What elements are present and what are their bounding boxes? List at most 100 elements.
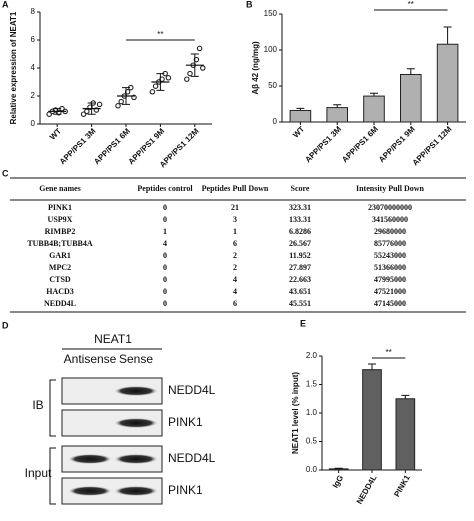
blot-frame [61,409,163,437]
band-label: PINK1 [168,483,203,497]
table-cell: 85776000 [374,239,406,248]
x-tick-label: IgG [331,474,345,490]
band-label: PINK1 [168,415,203,429]
table-cell: 2 [233,251,237,260]
y-tick-label: 4 [31,63,36,72]
panel-label: D [2,320,9,330]
error-bar [156,73,165,91]
table-cell: 6 [233,239,237,248]
table-cell: 4 [233,275,237,284]
table-cell: 55243000 [374,251,406,260]
bar [326,107,349,123]
group-label: IB [32,398,43,412]
bar [395,398,416,471]
table-cell: GAR1 [49,251,71,260]
error-bar [53,108,62,115]
error-bar [334,467,343,469]
y-tick-label: 6 [31,35,36,44]
table-cell: RIMBP2 [45,227,76,236]
group-bracket [49,379,56,437]
table-cell: 0 [163,299,167,308]
table-cell: 45.551 [289,299,311,308]
table-cell: 6.8286 [289,227,311,236]
y-tick-label: 150 [264,9,278,18]
table-cell: PINK1 [48,203,72,212]
error-bar [406,68,415,75]
significance-label: ** [386,348,392,357]
bar [436,43,459,123]
table-cell: 6 [233,299,237,308]
table-cell: 4 [233,287,237,296]
y-tick-label: 0.5 [306,437,318,446]
table-cell: 0 [163,287,167,296]
table-header: Gene names [39,184,81,193]
table-cell: 0 [163,215,167,224]
data-point [124,89,131,95]
table-cell: HACD3 [46,287,74,296]
y-axis-title: Aβ 42 (ng/mg) [251,41,260,95]
y-tick-label: 50 [268,81,277,90]
x-tick-label: APP/PS1 3M [303,124,343,164]
y-tick-label: 8 [31,7,36,16]
table-cell: 2 [233,263,237,272]
table-cell: 22.663 [289,275,311,284]
table-cell: 27.897 [289,263,311,272]
y-tick-label: 2.0 [306,351,318,360]
table-cell: 21 [231,203,239,212]
table-cell: 0 [163,251,167,260]
y-tick-label: 2 [31,91,36,100]
table-cell: 0 [163,203,167,212]
data-point [52,107,59,113]
data-point [115,103,121,109]
band [114,418,158,428]
error-bar [122,87,130,105]
y-axis-title: NEAT1 level (% input) [291,372,300,454]
panel-label: A [2,0,9,9]
bar [362,369,382,471]
table-cell: 3 [233,215,237,224]
bar [399,73,422,123]
data-point [118,98,124,105]
data-point [80,111,87,117]
band-label: NEDD4L [168,451,216,465]
data-point [149,89,156,95]
error-bar [296,107,305,111]
table-cell: 23070000000 [368,203,412,212]
data-point [152,83,159,89]
error-bar [401,394,410,399]
table-cell: 43.651 [289,287,311,296]
panel-label: B [246,0,253,9]
error-bar [87,102,96,115]
table-cell: 323.31 [289,203,311,212]
table-header: Intensity Pull Down [356,184,425,193]
bar [363,95,385,123]
group-bracket [49,447,56,505]
band [68,486,112,496]
y-axis-title: Relative expression of NEAT1 [9,11,18,124]
band [114,454,158,464]
data-point [200,65,206,71]
table-cell: 29680000 [374,227,406,236]
y-tick-label: 0.0 [306,465,318,474]
x-tick-label: PINK1 [392,473,412,498]
table-cell: 341560000 [372,215,408,224]
error-bar [368,363,376,370]
table-cell: 47995000 [374,275,406,284]
x-tick-label: APP/PS1 9M [377,124,417,164]
x-tick-label: APP/PS1 6M [340,124,380,164]
error-bar [190,53,199,77]
error-bar [333,104,342,108]
bar [289,109,312,123]
y-tick-label: 0 [31,119,36,128]
y-tick-label: 1.5 [306,380,318,389]
data-point [96,101,103,108]
data-point [193,56,200,63]
band [114,486,158,496]
lane-label: Antisense [64,352,117,366]
band [114,386,158,396]
significance-label: ** [157,30,163,39]
data-point [184,76,190,82]
table-cell: 0 [163,275,167,284]
data-point [93,107,100,113]
